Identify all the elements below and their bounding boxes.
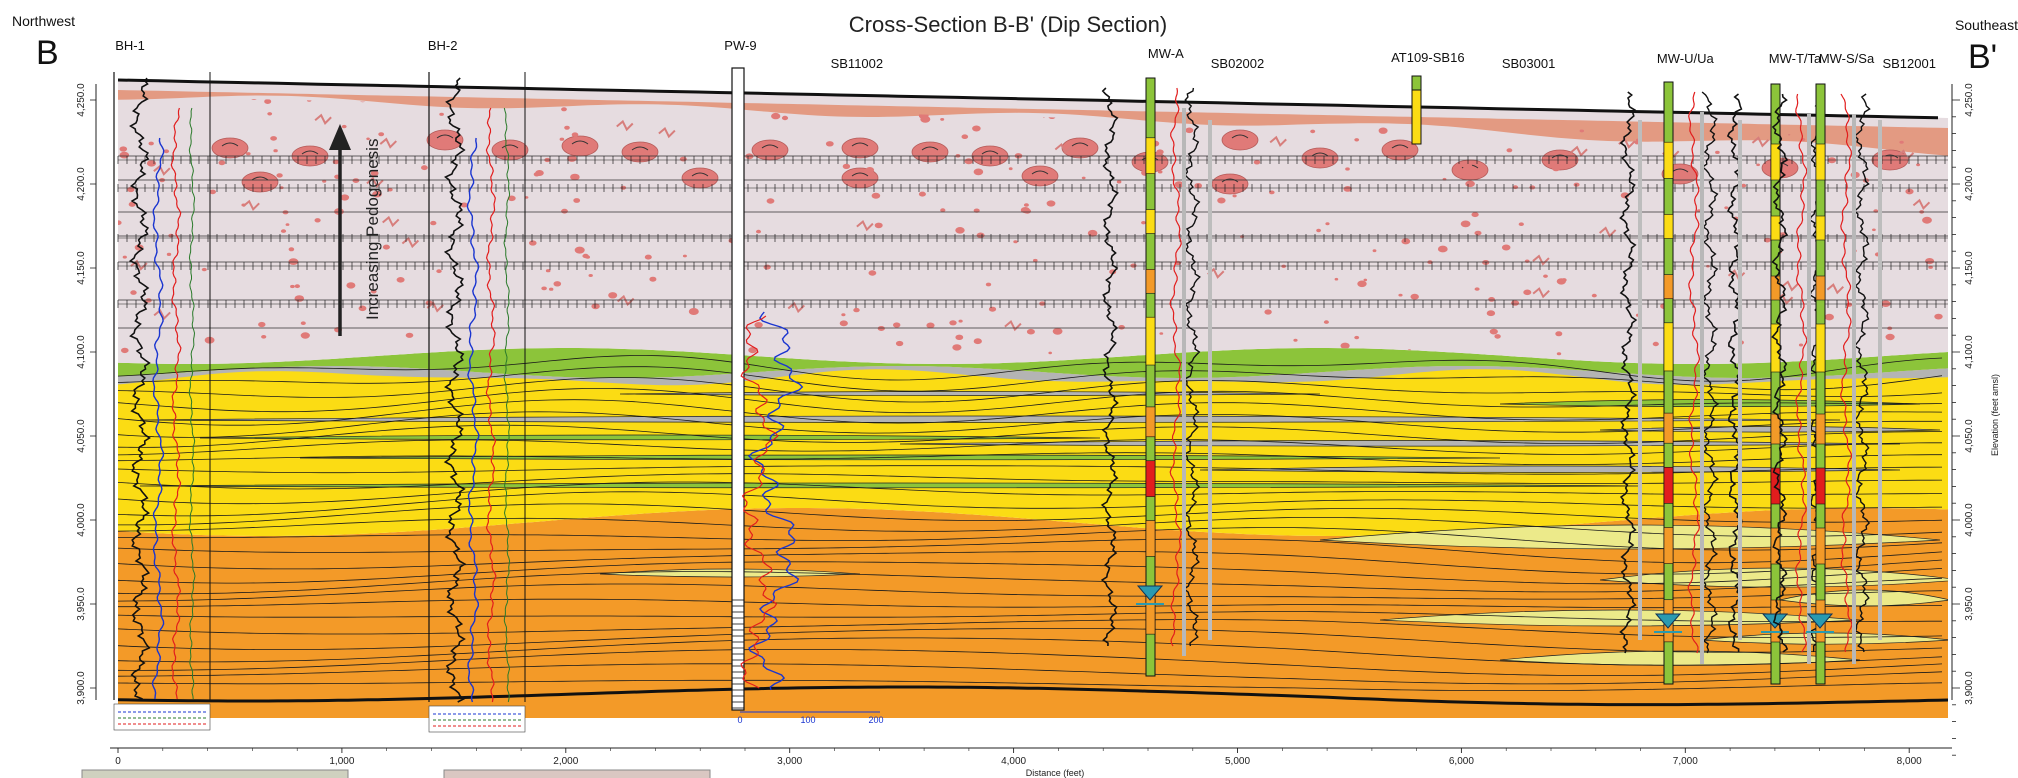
elevation-tick: 3,900.0 — [1964, 671, 1975, 705]
left-elevation-tick: 4,150.0 — [76, 251, 87, 285]
well-mw-u-ua: MW-U/Ua — [1657, 51, 1715, 66]
distance-tick: 3,000 — [777, 756, 802, 767]
left-elevation-tick: 4,000.0 — [76, 503, 87, 537]
distance-tick: 1,000 — [329, 756, 354, 767]
well-label: AT109-SB16 — [1391, 50, 1464, 65]
elevation-tick: 4,250.0 — [1964, 83, 1975, 117]
elevation-tick: 4,150.0 — [1964, 251, 1975, 285]
pw9-scale-100: 100 — [800, 715, 815, 725]
inset-map-right — [444, 770, 710, 778]
well-sb02002: SB02002 — [1211, 56, 1265, 71]
well-label: SB03001 — [1502, 56, 1556, 71]
left-elevation-axis: 4,250.0 4,200.0 4,150.0 4,100.0 4,050.0 4,000… — [76, 83, 96, 705]
distance-axis: 0 1,000 2,000 3,000 4,000 5,000 6,000 7,000 8,00… — [110, 748, 1952, 767]
left-elevation-tick: 4,250.0 — [76, 83, 87, 117]
elevation-tick: 4,100.0 — [1964, 335, 1975, 369]
distance-tick: 2,000 — [553, 756, 578, 767]
distance-tick: 8,000 — [1897, 756, 1922, 767]
left-elevation-tick: 3,900.0 — [76, 671, 87, 705]
well-sb11002: SB11002 — [831, 56, 884, 71]
well-label: SB11002 — [831, 56, 884, 71]
well-at109-sb16: AT109-SB16 — [1391, 50, 1464, 65]
left-elevation-tick: 4,200.0 — [76, 167, 87, 201]
pedogenesis-label: Increasing Pedogenesis — [363, 139, 382, 320]
inset-map-left — [82, 770, 348, 778]
well-label: PW-9 — [724, 38, 756, 53]
left-elevation-tick: 4,100.0 — [76, 335, 87, 369]
distance-axis-label: Distance (feet) — [1026, 768, 1085, 778]
distance-tick: 4,000 — [1001, 756, 1026, 767]
elevation-tick: 4,000.0 — [1964, 503, 1975, 537]
distance-tick: 5,000 — [1225, 756, 1250, 767]
well-sb03001: SB03001 — [1502, 56, 1556, 71]
well-label: BH-1 — [115, 38, 145, 53]
pw9-scale-0: 0 — [737, 715, 742, 725]
well-pw-9: PW-9 — [724, 38, 756, 53]
well-label: BH-2 — [428, 38, 458, 53]
well-label: SB12001 — [1882, 56, 1936, 71]
well-bh-2: BH-2 — [428, 38, 458, 53]
elevation-axis-label: Elevation (feet amsl) — [1990, 374, 2000, 456]
left-elevation-tick: 3,950.0 — [76, 587, 87, 621]
figure-title: Cross-Section B-B' (Dip Section) — [849, 12, 1167, 37]
left-elevation-tick: 4,050.0 — [76, 419, 87, 453]
well-label: MW-U/Ua — [1657, 51, 1715, 66]
geologic-section — [115, 74, 1960, 745]
distance-tick: 7,000 — [1673, 756, 1698, 767]
well-bh-1: BH-1 — [115, 38, 145, 53]
northwest-label: Northwest — [12, 13, 75, 29]
distance-tick: 6,000 — [1449, 756, 1474, 767]
elevation-tick: 4,200.0 — [1964, 167, 1975, 201]
well-mw-s-sa: MW-S/Sa — [1819, 51, 1875, 66]
southeast-label: Southeast — [1955, 17, 2018, 33]
elevation-tick: 4,050.0 — [1964, 419, 1975, 453]
distance-tick: 0 — [115, 756, 121, 767]
elevation-axis: 4,250.0 4,200.0 4,150.0 4,100.0 4,050.0 4,000… — [1952, 83, 1975, 755]
well-label: SB02002 — [1211, 56, 1265, 71]
well-mw-a: MW-A — [1148, 46, 1184, 61]
section-start-label: B — [36, 34, 59, 72]
well-label: MW-T/Ta — [1769, 51, 1822, 66]
well-label: MW-S/Sa — [1819, 51, 1875, 66]
section-end-label: B' — [1968, 38, 1997, 76]
elevation-tick: 3,950.0 — [1964, 587, 1975, 621]
well-label: MW-A — [1148, 46, 1184, 61]
well-sb12001: SB12001 — [1882, 56, 1936, 71]
pw9-scale-200: 200 — [868, 715, 883, 725]
inset-maps — [82, 770, 710, 778]
well-mw-t-ta: MW-T/Ta — [1769, 51, 1822, 66]
